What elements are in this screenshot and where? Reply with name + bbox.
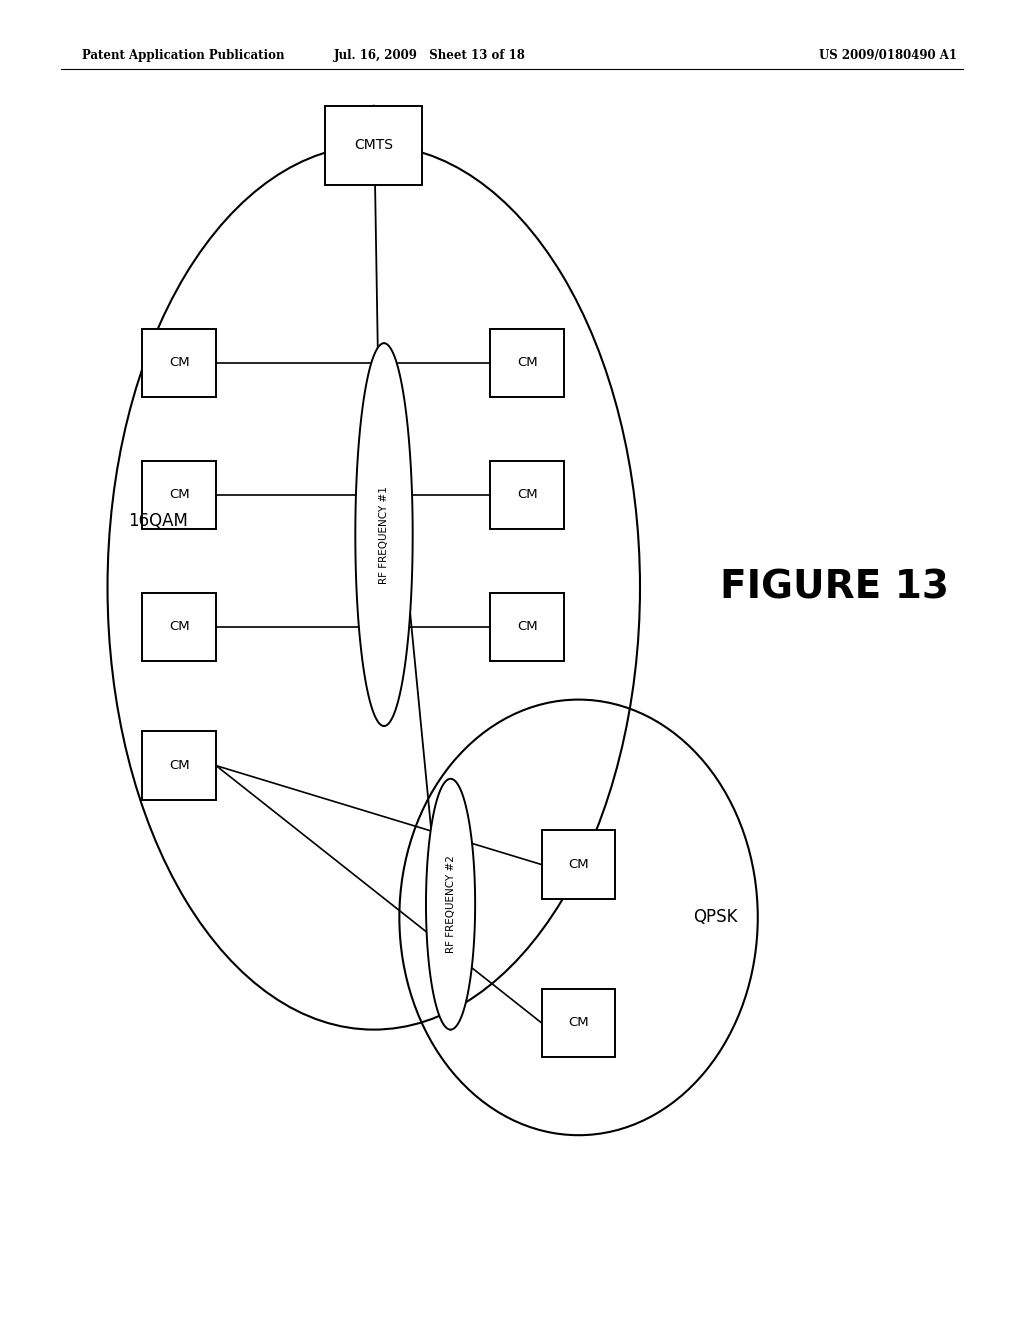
- Bar: [142, 593, 216, 661]
- Text: Patent Application Publication: Patent Application Publication: [82, 49, 285, 62]
- Text: CM: CM: [169, 488, 189, 502]
- Bar: [326, 106, 422, 185]
- Text: QPSK: QPSK: [693, 908, 737, 927]
- Text: 16QAM: 16QAM: [128, 512, 187, 531]
- Bar: [490, 329, 564, 397]
- Polygon shape: [426, 779, 475, 1030]
- Text: CM: CM: [517, 356, 538, 370]
- Bar: [542, 830, 615, 899]
- Text: Jul. 16, 2009   Sheet 13 of 18: Jul. 16, 2009 Sheet 13 of 18: [334, 49, 526, 62]
- Text: CM: CM: [568, 1016, 589, 1030]
- Text: US 2009/0180490 A1: US 2009/0180490 A1: [819, 49, 957, 62]
- Text: CM: CM: [169, 759, 189, 772]
- Text: RF FREQUENCY #2: RF FREQUENCY #2: [445, 855, 456, 953]
- Polygon shape: [355, 343, 413, 726]
- Text: CM: CM: [169, 620, 189, 634]
- Text: RF FREQUENCY #1: RF FREQUENCY #1: [379, 486, 389, 583]
- Bar: [142, 329, 216, 397]
- Text: CM: CM: [568, 858, 589, 871]
- Bar: [490, 593, 564, 661]
- Text: CMTS: CMTS: [354, 139, 393, 152]
- Bar: [142, 461, 216, 529]
- Text: CM: CM: [517, 620, 538, 634]
- Bar: [490, 461, 564, 529]
- Text: CM: CM: [169, 356, 189, 370]
- Bar: [542, 989, 615, 1057]
- Text: FIGURE 13: FIGURE 13: [720, 569, 949, 606]
- Text: CM: CM: [517, 488, 538, 502]
- Bar: [142, 731, 216, 800]
